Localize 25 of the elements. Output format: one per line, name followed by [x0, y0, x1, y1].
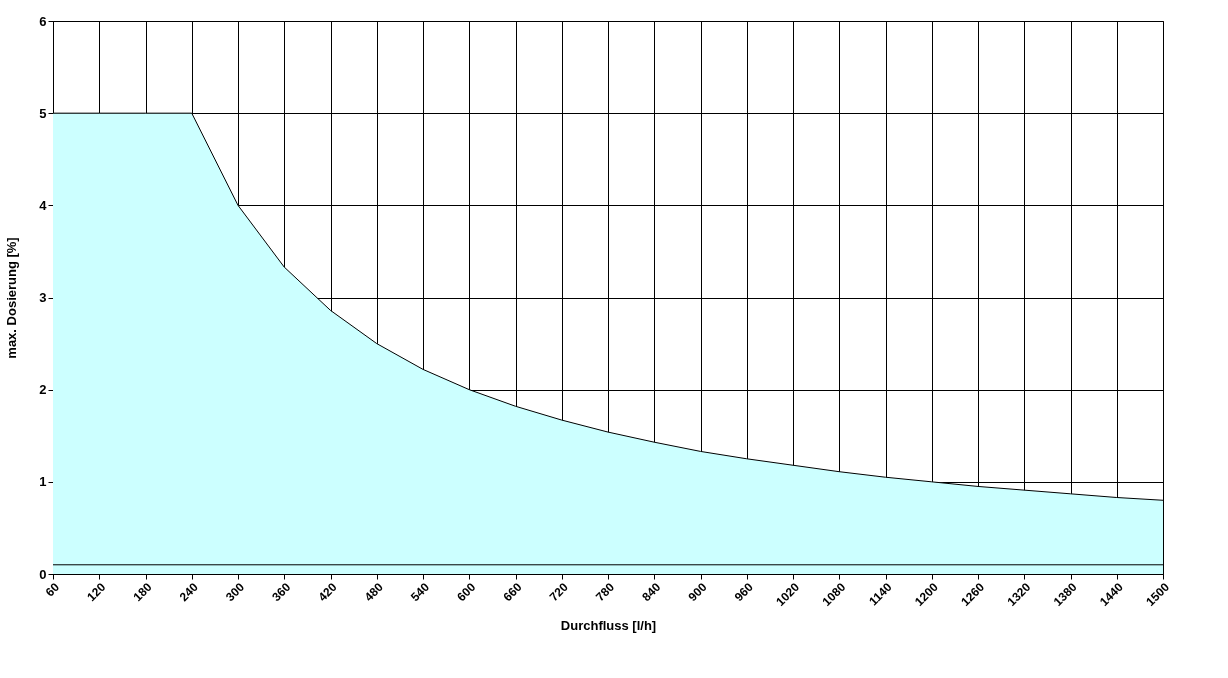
y-tick-label: 4: [39, 197, 48, 213]
y-tick-label: 3: [39, 290, 47, 305]
y-tick-label: 2: [39, 382, 47, 398]
x-tick-label: 60: [42, 579, 63, 600]
x-tick-label: 780: [592, 579, 618, 605]
x-tick-label: 180: [130, 579, 155, 605]
y-tick-label: 0: [39, 566, 47, 582]
x-tick-label: 120: [84, 579, 109, 605]
x-tick-label: 540: [407, 579, 433, 605]
x-tick-label: 960: [731, 579, 756, 605]
x-tick-label: 480: [361, 579, 386, 605]
y-tick-label: 5: [39, 105, 47, 121]
x-tick-label: 300: [222, 579, 248, 605]
x-tick-label: 420: [315, 579, 340, 605]
x-tick-label: 360: [269, 579, 294, 605]
x-tick-label: 600: [454, 579, 479, 605]
y-axis-title: max. Dosierung [%]: [4, 237, 20, 359]
x-axis-title: Durchfluss [l/h]: [560, 618, 657, 634]
x-tick-label: 660: [500, 579, 525, 605]
x-tick-label: 720: [546, 579, 571, 605]
x-tick-label: 900: [685, 579, 710, 605]
y-tick-label: 1: [39, 474, 47, 490]
x-tick-label: 840: [639, 579, 664, 605]
y-tick-label: 6: [39, 13, 47, 29]
x-tick-label: 240: [176, 579, 201, 605]
